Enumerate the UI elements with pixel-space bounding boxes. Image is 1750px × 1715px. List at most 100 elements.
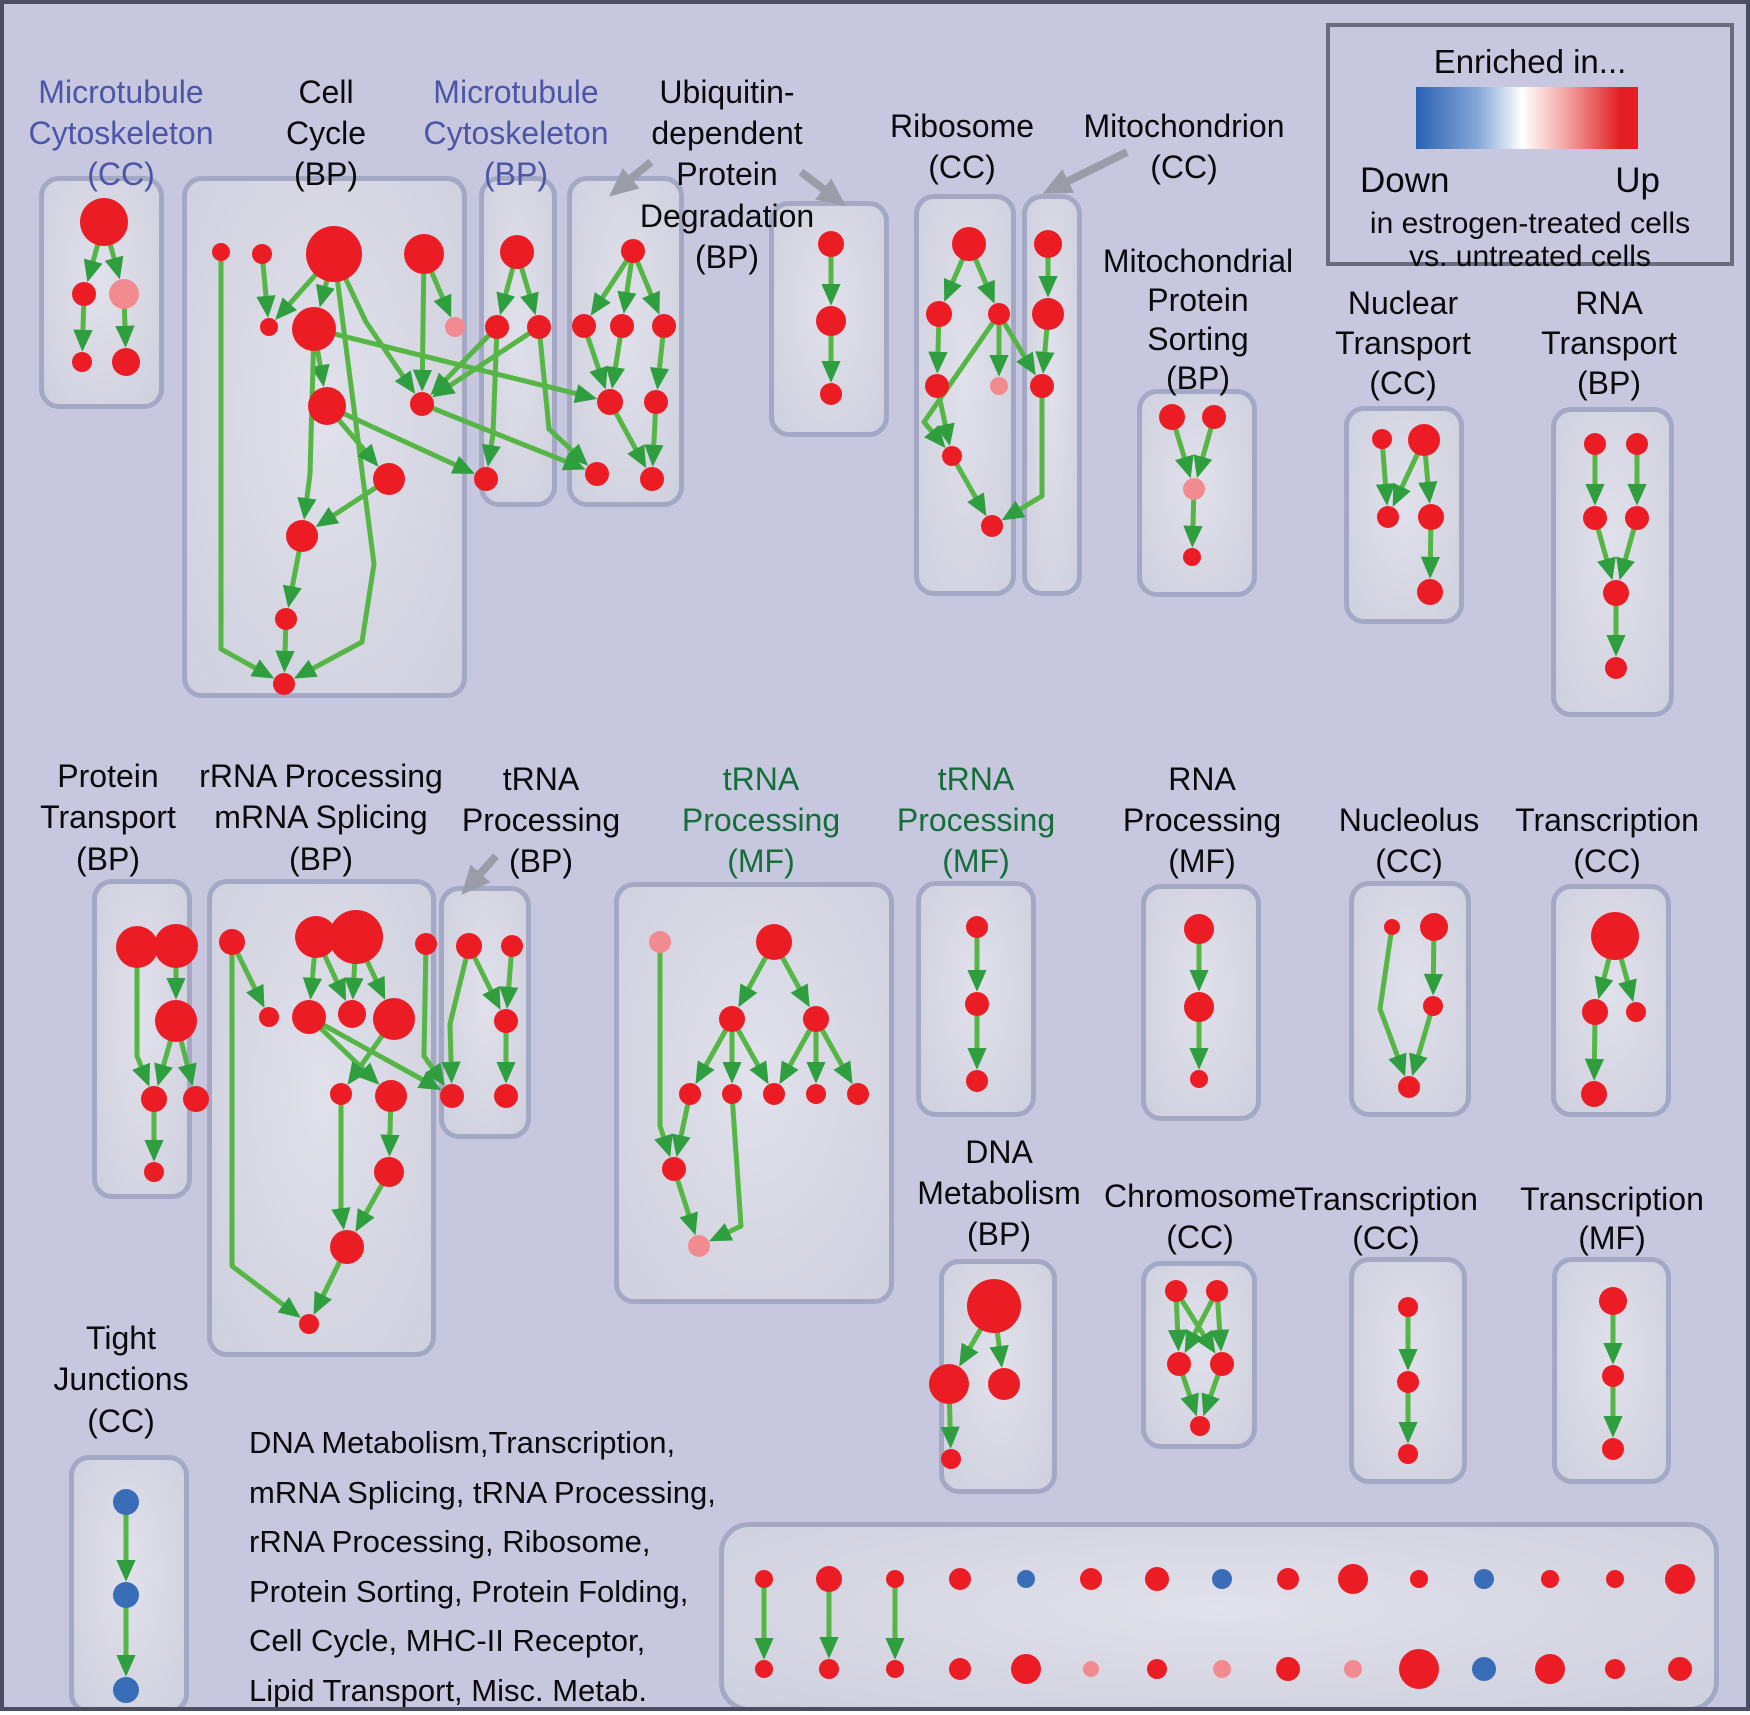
node-rna-transport-s2	[1626, 433, 1648, 455]
node-trna-mf-1-d10	[688, 1235, 710, 1257]
legend-up-label: Up	[1615, 161, 1660, 200]
category-box-nuclear-transport	[1344, 406, 1464, 624]
category-label: Protein	[1147, 282, 1249, 318]
category-label: RNA	[1575, 285, 1643, 321]
category-label: (BP)	[76, 841, 140, 877]
label-pointer-arrow-1	[608, 158, 654, 197]
node-cell-cycle-c9	[410, 392, 434, 416]
category-label: Cytoskeleton	[28, 115, 214, 151]
edge-r2-r4	[928, 325, 948, 374]
category-label: (MF)	[942, 843, 1010, 879]
node-misc-mb5	[1011, 1654, 1041, 1684]
edge-i1-i3	[989, 1331, 1009, 1368]
node-trna-bp-tc5	[494, 1009, 518, 1033]
node-misc-mb3	[886, 1660, 904, 1678]
edge-p1-p3	[1173, 427, 1194, 479]
node-ubiquitin-u8	[640, 467, 664, 491]
edge-g1-g4	[1377, 933, 1407, 1077]
node-misc-mt12	[1474, 1569, 1494, 1589]
node-rrna-mrna-rr9	[330, 1083, 352, 1105]
node-dna-metabolism-i4	[941, 1449, 961, 1469]
node-nucleolus-g2	[1420, 913, 1448, 941]
edge-rr12-rr13	[313, 1260, 343, 1315]
category-label: tRNA	[502, 761, 580, 797]
category-label: (BP)	[294, 156, 358, 192]
edge-h2-h4	[1584, 1023, 1605, 1081]
node-transcription-cc-1-h2	[1582, 999, 1608, 1025]
category-label: (BP)	[1577, 365, 1641, 401]
category-label: mRNA Splicing	[214, 799, 428, 835]
node-nuclear-transport-q4	[1418, 504, 1444, 530]
node-ribosome-r2	[926, 301, 952, 327]
edge-m1-m2	[496, 266, 516, 316]
category-label: (MF)	[1168, 843, 1236, 879]
node-trna-mf-2-e2	[965, 992, 989, 1016]
node-misc-mt3	[886, 1570, 904, 1588]
edge-p3-p4	[1183, 498, 1203, 548]
misc-note-line-2: mRNA Splicing, tRNA Processing,	[249, 1474, 716, 1510]
edge-j3-j5	[1180, 1373, 1199, 1417]
category-label: (CC)	[87, 156, 155, 192]
node-transcription-cc-1-h3	[1626, 1002, 1646, 1022]
category-label: tRNA	[722, 761, 800, 797]
misc-note-line-4: Protein Sorting, Protein Folding,	[249, 1573, 689, 1609]
node-misc-mb4	[949, 1658, 971, 1680]
node-misc-mt5	[1017, 1570, 1035, 1588]
node-nucleolus-g3	[1423, 996, 1443, 1016]
edge-q1-q3	[1375, 447, 1396, 506]
node-microtubule-cc-a5	[112, 348, 140, 376]
node-trna-mf-1-d4	[679, 1083, 701, 1105]
edge-tc1-tc3	[441, 957, 469, 1084]
category-label: (BP)	[695, 239, 759, 275]
node-misc-mb9	[1276, 1657, 1300, 1681]
node-microtubule-cc-a2	[72, 282, 96, 306]
node-ubiquitin-2-v3	[820, 383, 842, 405]
node-rrna-mrna-rr1	[219, 929, 245, 955]
node-misc-mb13	[1535, 1654, 1565, 1684]
node-misc-mt11	[1410, 1570, 1428, 1588]
node-transcription-mf-l3	[1602, 1438, 1624, 1460]
category-label: Protein	[57, 758, 159, 794]
edge-u1-u2	[590, 258, 630, 316]
node-nuclear-transport-q2	[1408, 424, 1440, 456]
node-trna-mf-1-d1	[756, 924, 792, 960]
edge-c3-c9	[343, 277, 416, 394]
category-label: DNA	[965, 1134, 1033, 1170]
node-misc-mt8	[1212, 1569, 1232, 1589]
edge-d2-d6	[735, 1028, 769, 1085]
node-trna-mf-1-d3	[803, 1006, 829, 1032]
node-cell-cycle-c4	[404, 234, 444, 274]
nodes-layer	[72, 198, 1695, 1703]
network-canvas	[72, 148, 1695, 1703]
node-misc-mt14	[1606, 1570, 1624, 1588]
node-misc-mb14	[1605, 1659, 1625, 1679]
node-dna-metabolism-i3	[988, 1368, 1020, 1400]
edge-rr6-tc3	[321, 1022, 442, 1091]
edge-p2-p3	[1193, 426, 1214, 479]
node-trna-mf-1-d5	[722, 1084, 742, 1104]
category-label: Sorting	[1147, 321, 1249, 357]
node-misc-mt7	[1145, 1567, 1169, 1591]
node-ubiquitin-u5	[597, 389, 623, 415]
edge-d9-d10	[675, 1178, 698, 1236]
node-mitochondrion-t3	[1030, 374, 1054, 398]
node-mitochondrion-t2	[1032, 298, 1064, 330]
node-misc-mb7	[1147, 1659, 1167, 1679]
node-tight-junctions-w3	[113, 1677, 139, 1703]
category-label: (BP)	[1166, 360, 1230, 396]
edge-u6-u8	[644, 412, 664, 467]
node-chromosome-j2	[1206, 1280, 1228, 1302]
category-label: (CC)	[1166, 1219, 1234, 1255]
edge-c9-u7	[431, 405, 586, 471]
category-label: Microtubule	[38, 74, 204, 110]
node-rrna-mrna-rr6	[292, 1000, 326, 1034]
edge-c1-c13	[218, 260, 275, 679]
category-label: Chromosome	[1103, 1178, 1297, 1214]
edge-c10-c11	[315, 485, 378, 528]
category-label: Cycle	[285, 115, 367, 151]
legend-color-gradient-bar	[1416, 87, 1638, 149]
category-label: Ubiquitin-	[659, 74, 795, 110]
node-ubiquitin-u1	[621, 239, 645, 263]
node-protein-transport-pt4	[141, 1086, 167, 1112]
